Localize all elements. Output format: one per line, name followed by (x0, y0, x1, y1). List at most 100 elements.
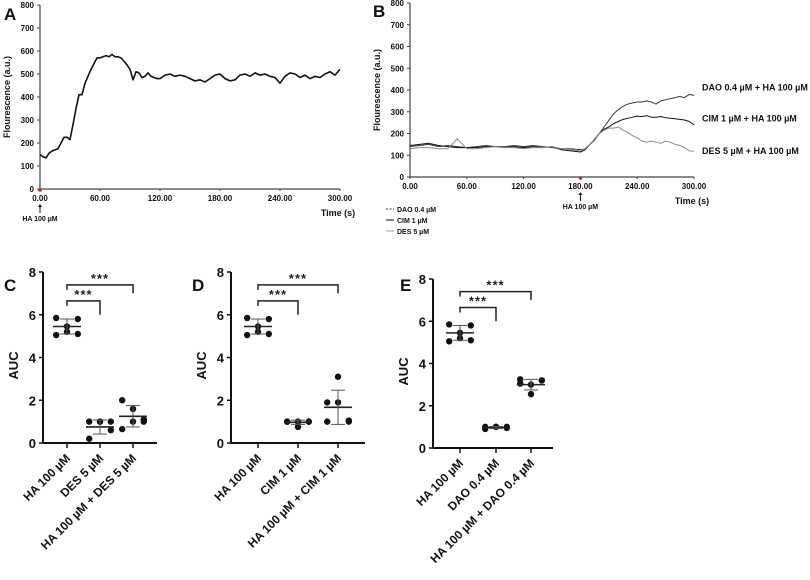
significance-bracket (66, 284, 134, 294)
significance-bracket (257, 300, 299, 315)
marker-dot (38, 188, 42, 192)
panel-b: B 0 100 200 300 400 500 600 700 800 0.00 60.00 120.0… (372, 0, 808, 236)
arrow-icon (578, 192, 583, 195)
data-point (345, 417, 352, 424)
x-axis-label: Time (s) (675, 196, 709, 206)
y-axis-label: Flourescence (a.u.) (372, 49, 382, 131)
data-point (86, 418, 93, 425)
y-tick-label: 4 (419, 357, 427, 372)
legend-label: DAO 0.4 µM (397, 207, 436, 214)
data-point (446, 338, 453, 345)
significance-bracket (459, 290, 532, 301)
panel-label: B (373, 2, 385, 21)
panel-label: A (4, 5, 16, 24)
data-point (517, 376, 524, 383)
y-tick-label: 300 (21, 116, 35, 125)
y-tick-label: 400 (21, 93, 35, 102)
data-point (334, 373, 342, 380)
x-axis-label: Time (s) (321, 208, 355, 218)
y-tick-label: 700 (391, 21, 405, 30)
series-label: DES 5 µM + HA 100 µM (702, 146, 799, 156)
data-point (265, 315, 272, 323)
annotation-label: HA 100 µM (22, 216, 57, 223)
y-tick-label: 200 (391, 130, 405, 139)
y-tick-label: 0 (30, 185, 35, 194)
y-tick-label: 800 (21, 1, 35, 10)
y-tick-label: 8 (29, 265, 36, 280)
y-tick-label: 2 (419, 399, 426, 414)
y-tick-label: 0 (29, 436, 36, 451)
y-tick-label: 100 (21, 162, 35, 171)
x-tick-label: 240.00 (268, 194, 293, 203)
y-tick-label: 200 (21, 139, 35, 148)
x-tick-label: 0.00 (32, 194, 48, 203)
data-point (140, 416, 147, 423)
y-tick-label: 600 (391, 43, 405, 52)
y-tick-label: 500 (21, 70, 35, 79)
series-line (409, 93, 695, 151)
data-point (107, 418, 115, 425)
x-tick-label: 240.00 (625, 182, 650, 191)
significance-bracket (459, 306, 497, 322)
y-tick-label: 0 (400, 173, 405, 182)
significance-label: *** (269, 287, 287, 302)
data-point (446, 321, 453, 328)
annotation-label: HA 100 µM (563, 204, 598, 211)
y-tick-label: 2 (29, 393, 36, 408)
y-tick-label: 700 (21, 24, 35, 33)
panel-label: D (192, 276, 204, 295)
data-point (86, 435, 93, 442)
data-point (244, 331, 251, 339)
x-tick-label: 120.00 (511, 182, 536, 191)
data-point (119, 397, 126, 404)
data-point (294, 423, 302, 431)
y-tick-label: 300 (391, 108, 405, 117)
legend-label: CIM 1 µM (397, 218, 428, 225)
series-line (39, 53, 341, 159)
y-tick-label: 6 (29, 308, 36, 323)
data-point (467, 337, 474, 344)
data-point (324, 399, 331, 406)
data-point (265, 330, 272, 338)
y-tick-label: 6 (217, 308, 224, 323)
x-tick-label: 180.00 (208, 194, 233, 203)
y-axis-label: AUC (6, 351, 21, 380)
y-tick-label: 0 (217, 436, 224, 451)
y-tick-label: 800 (391, 0, 405, 8)
x-tick-label: 0.00 (402, 182, 418, 191)
y-tick-label: 0 (419, 441, 426, 456)
data-point (538, 377, 545, 384)
y-tick-label: 8 (217, 265, 224, 280)
series-label: DAO 0.4 µM + HA 100 µM (702, 82, 808, 92)
y-tick-label: 4 (217, 351, 225, 366)
panel-a: A 0 100 200 300 400 500 600 700 800 0.00 60.00 120.0… (2, 1, 355, 223)
data-point (527, 390, 535, 398)
data-point (53, 314, 60, 322)
data-point (324, 418, 331, 425)
y-tick-label: 600 (21, 47, 35, 56)
y-tick-label: 500 (391, 64, 405, 73)
y-axis-label: AUC (396, 357, 411, 386)
data-point (74, 330, 82, 338)
x-tick-label: 60.00 (90, 194, 111, 203)
significance-bracket (66, 300, 101, 315)
significance-label: *** (469, 294, 487, 309)
panel-label: C (4, 276, 16, 295)
y-axis-label: AUC (194, 351, 209, 380)
y-tick-label: 100 (391, 151, 405, 160)
x-tick-label: 180.00 (568, 182, 593, 191)
data-point (467, 322, 474, 329)
y-axis-label: Flourescence (a.u.) (2, 56, 12, 138)
series-label: CIM 1 µM + HA 100 µM (702, 113, 797, 123)
y-tick-label: 4 (29, 351, 37, 366)
y-tick-label: 6 (419, 314, 426, 329)
significance-bracket (257, 284, 339, 294)
y-tick-label: 400 (391, 86, 405, 95)
significance-label: *** (74, 287, 92, 302)
x-tick-label: 300.00 (328, 194, 353, 203)
y-tick-label: 8 (419, 272, 426, 287)
data-point (53, 331, 60, 339)
